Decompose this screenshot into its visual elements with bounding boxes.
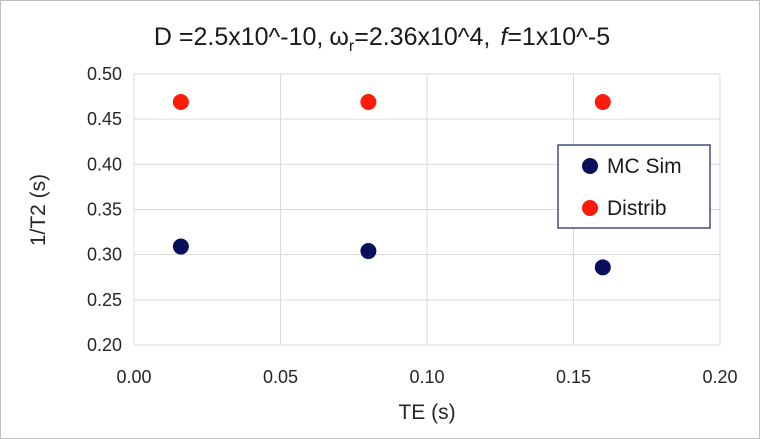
x-tick-label: 0.10 (409, 367, 444, 387)
y-tick-label: 0.40 (87, 154, 122, 174)
y-tick-label: 0.25 (87, 290, 122, 310)
data-point-distrib (594, 94, 611, 111)
legend-box (557, 144, 711, 229)
x-tick-label: 0.15 (556, 367, 591, 387)
data-points (172, 94, 611, 276)
data-point-mc-sim (360, 243, 377, 260)
legend-label-distrib: Distrib (607, 197, 667, 220)
y-tick-label: 0.20 (87, 335, 122, 355)
x-tick-label: 0.00 (116, 367, 151, 387)
legend-label-mc-sim: MC Sim (607, 155, 682, 178)
data-point-mc-sim (172, 238, 189, 255)
legend-marker-mc-sim (582, 158, 598, 174)
y-tick-label: 0.35 (87, 200, 122, 220)
x-tick-label: 0.20 (702, 367, 737, 387)
legend-marker-distrib (582, 200, 598, 216)
x-axis-title: TE (s) (398, 401, 455, 424)
data-point-mc-sim (594, 259, 611, 276)
title-omega-symbol: ω (329, 23, 349, 51)
title-f-symbol: f (500, 23, 510, 51)
tick-labels: 0.20 0.25 0.30 0.35 0.40 0.45 0.50 0.00 0.05 0.10… (87, 64, 738, 387)
chart-title: D =2.5x10^-10, ωr=2.36x10^4, f=1x10^-5 (154, 23, 610, 55)
title-f-value: =1x10^-5 (507, 23, 610, 51)
data-point-distrib (172, 94, 189, 111)
y-axis-title: 1/T2 (s) (27, 174, 50, 246)
data-point-distrib (360, 94, 377, 111)
y-tick-label: 0.30 (87, 245, 122, 265)
title-omega-subscript: r (349, 38, 355, 55)
y-tick-label: 0.50 (87, 64, 122, 84)
title-d-part: D =2.5x10^-10, (154, 23, 323, 51)
legend: MC Sim Distrib (557, 144, 711, 229)
title-omega-value: =2.36x10^4, (354, 23, 490, 51)
y-tick-label: 0.45 (87, 109, 122, 129)
x-tick-label: 0.05 (263, 367, 298, 387)
